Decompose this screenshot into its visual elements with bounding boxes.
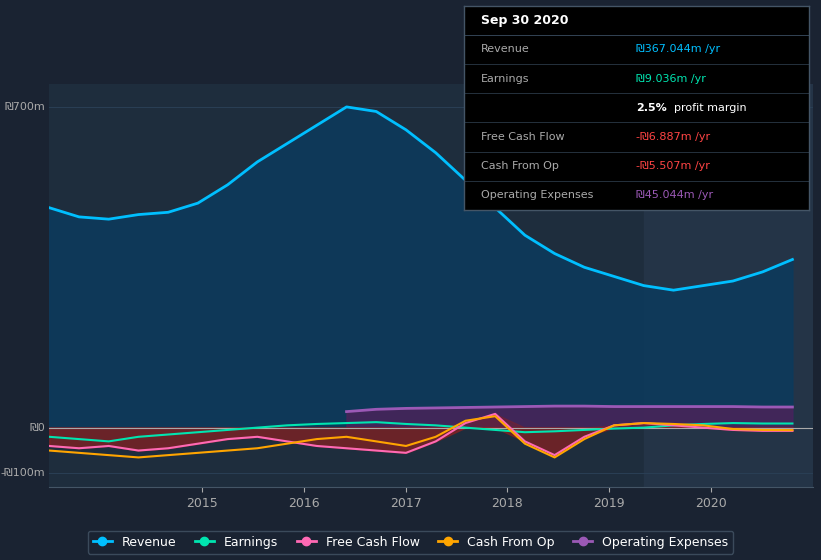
Text: Free Cash Flow: Free Cash Flow	[481, 132, 565, 142]
Text: ₪45.044m /yr: ₪45.044m /yr	[636, 190, 713, 200]
Text: ₪0: ₪0	[30, 423, 45, 433]
Text: Earnings: Earnings	[481, 73, 530, 83]
Text: -₪5.507m /yr: -₪5.507m /yr	[636, 161, 710, 171]
Text: ₪367.044m /yr: ₪367.044m /yr	[636, 44, 720, 54]
Text: Operating Expenses: Operating Expenses	[481, 190, 594, 200]
Bar	[644, 84, 813, 487]
Text: ₪9.036m /yr: ₪9.036m /yr	[636, 73, 706, 83]
Text: -₪100m: -₪100m	[1, 469, 45, 478]
Text: -₪6.887m /yr: -₪6.887m /yr	[636, 132, 710, 142]
Text: profit margin: profit margin	[674, 103, 747, 113]
Text: ₪700m: ₪700m	[5, 102, 45, 112]
Text: Cash From Op: Cash From Op	[481, 161, 559, 171]
Text: Sep 30 2020: Sep 30 2020	[481, 13, 569, 27]
Text: 2.5%: 2.5%	[636, 103, 667, 113]
Text: Revenue: Revenue	[481, 44, 530, 54]
Legend: Revenue, Earnings, Free Cash Flow, Cash From Op, Operating Expenses: Revenue, Earnings, Free Cash Flow, Cash …	[88, 531, 733, 554]
